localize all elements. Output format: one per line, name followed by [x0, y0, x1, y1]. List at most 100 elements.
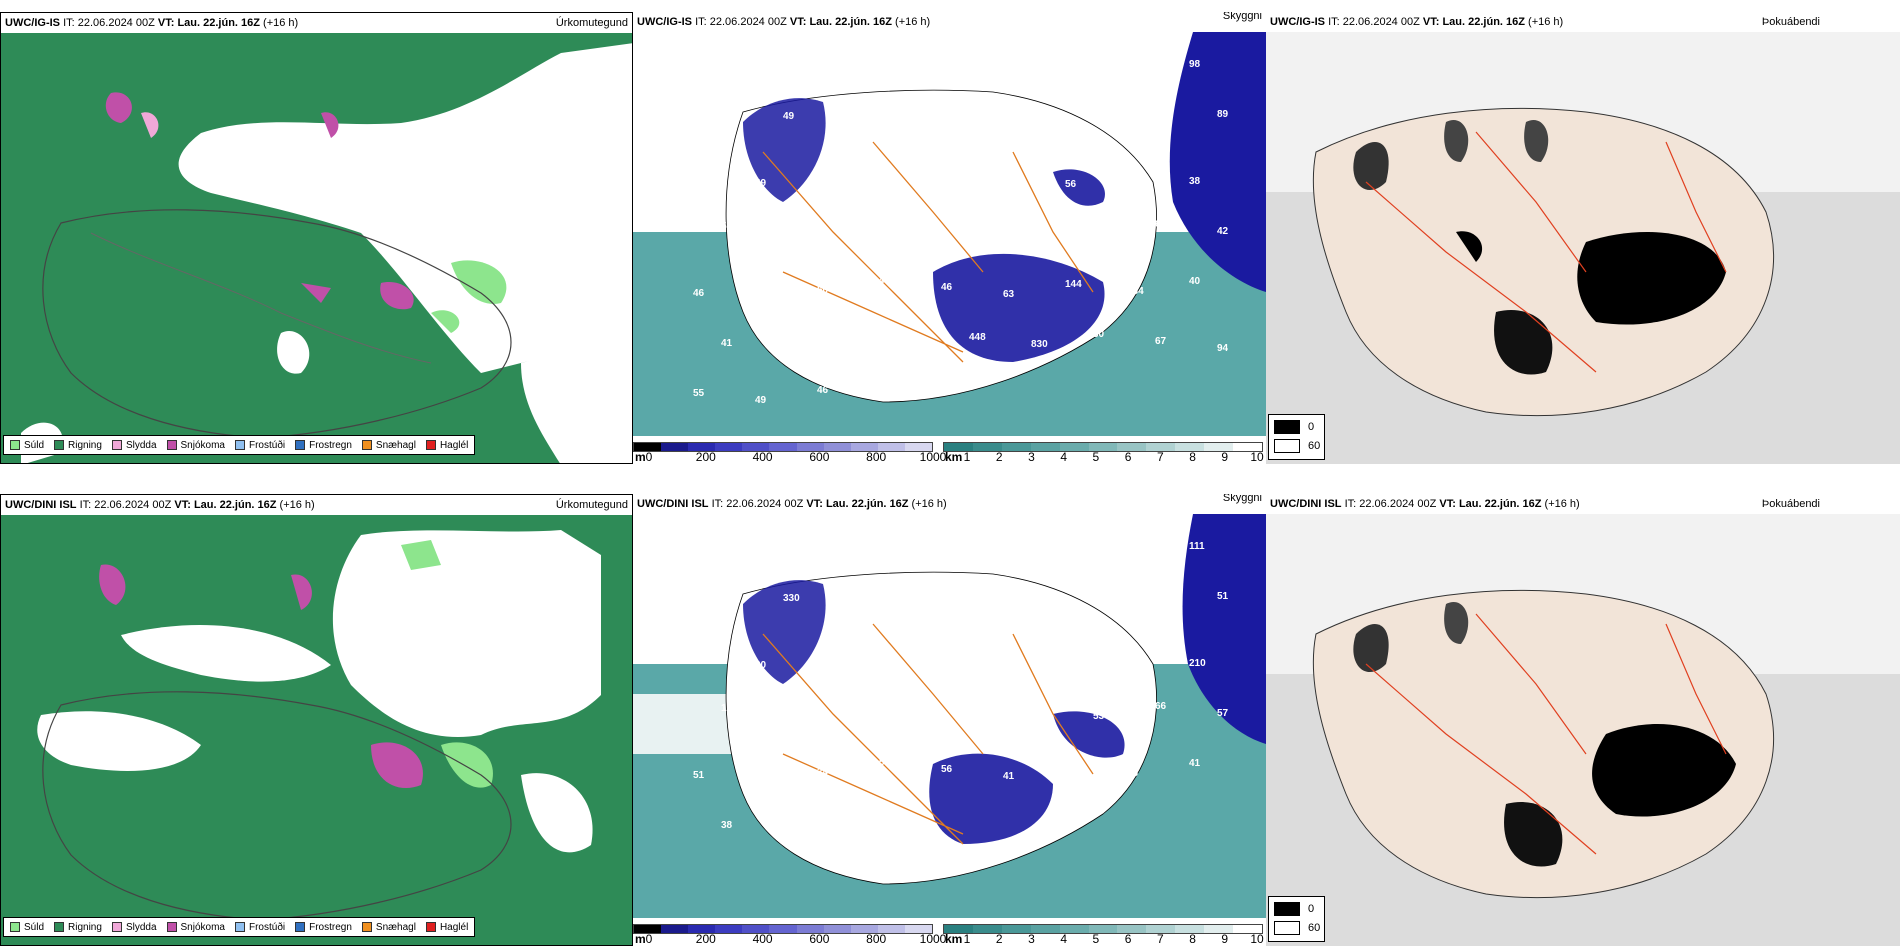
visibility-value-label: 49	[755, 178, 767, 189]
colorbar-tick-label: 1	[963, 450, 971, 464]
lead-time: (+16 h)	[895, 16, 931, 28]
visibility-value-label: 42	[969, 714, 981, 725]
colorbar-segment	[1088, 443, 1118, 451]
visibility-value-label: 41	[721, 338, 733, 349]
visibility-value-label: 202	[1031, 222, 1048, 233]
visibility-value-label: 58	[879, 175, 891, 186]
colorbar-segment	[823, 443, 851, 451]
visibility-value-label: 155	[721, 703, 738, 714]
colorbar-tick-label: 8	[1189, 932, 1196, 946]
precip-map	[1, 515, 632, 945]
visibility-value-label: 45	[783, 345, 795, 356]
visibility-value-label: 89	[721, 121, 733, 132]
visibility-value-label: 36	[755, 760, 767, 771]
legend-item: Rigning	[54, 440, 102, 451]
visibility-value-label: 136	[817, 550, 834, 561]
visibility-value-label: 52	[907, 707, 919, 718]
colorbar-segment	[1175, 443, 1205, 451]
colorbar-segment	[1204, 925, 1234, 933]
visibility-value-label: 56	[969, 115, 981, 126]
colorbar-tick-label: 4	[1060, 932, 1067, 946]
panel-header: UWC/IG-IS IT: 22.06.2024 00Z VT: Lau. 22…	[1266, 12, 1900, 32]
fog-index-panel-row2: UWC/DINI ISL IT: 22.06.2024 00Z VT: Lau.…	[1266, 494, 1900, 946]
visibility-value-label: 38	[1189, 176, 1201, 187]
lead-time: (+16 h)	[1528, 16, 1564, 28]
colorbar-segment	[1088, 925, 1118, 933]
visibility-labels: 82 91 100 99 79 101 70 83 98 89 49 263 87 56 72 55 51 89 6…	[693, 54, 1229, 406]
visibility-value-label: 60	[755, 660, 767, 671]
cloud-base-colorbar	[633, 442, 933, 452]
visibility-value-label: 448	[969, 332, 986, 343]
panel-type-label: Þokuábendi	[1761, 498, 1820, 510]
precip-type-panel-row1: UWC/IG-IS IT: 22.06.2024 00Z VT: Lau. 22…	[0, 12, 633, 464]
visibility-value-label: 48	[1031, 704, 1043, 715]
visibility-value-label: 53	[721, 221, 733, 232]
lead-time: (+16 h)	[279, 499, 315, 511]
fog-legend: 0 60	[1268, 896, 1325, 942]
init-time: 22.06.2024 00Z	[1342, 16, 1420, 28]
init-time: 22.06.2024 00Z	[94, 499, 172, 511]
colorbar-tick-label: 7	[1156, 450, 1164, 464]
visibility-value-label: 263	[845, 118, 862, 129]
colorbar-tick-label: 800	[866, 932, 887, 946]
valid-time: Lau. 22.jún. 16Z	[809, 16, 892, 28]
visibility-value-label: 40	[1189, 276, 1201, 287]
visibility-value-label: 58	[1003, 654, 1015, 665]
colorbar-tick-label: 6	[1124, 450, 1132, 464]
lead-time: (+16 h)	[263, 17, 299, 29]
colorbar-tick-label: 2	[995, 450, 1003, 464]
visibility-value-label: 50	[1093, 329, 1105, 340]
colorbar-segment	[850, 443, 878, 451]
legend-item: Frostregn	[295, 440, 352, 451]
colorbar-tick-label: 5	[1092, 450, 1100, 464]
colorbar-tick-label: 1000	[919, 450, 947, 464]
legend-item: Rigning	[54, 922, 102, 933]
init-time: 22.06.2024 00Z	[726, 498, 804, 510]
colorbar-tick-label: 6	[1124, 932, 1132, 946]
colorbar-segment	[877, 925, 905, 933]
fog-swatch	[1274, 420, 1300, 434]
visibility-value-label: 100	[783, 710, 800, 721]
visibility-value-label: 51	[1155, 119, 1167, 130]
visibility-value-label: 82	[693, 54, 705, 65]
colorbar-tick-label: 400	[752, 450, 773, 464]
visibility-value-label: 54	[969, 597, 981, 608]
colorbar-segment	[944, 925, 973, 933]
colorbar-segment	[688, 925, 716, 933]
visibility-value-label: 101	[845, 600, 862, 611]
legend-item: Snæhagl	[361, 922, 416, 933]
legend-swatch	[10, 440, 20, 450]
visibility-value-label: 67	[1155, 336, 1167, 347]
visibility-value-label: 49	[755, 395, 767, 406]
model-name: UWC/IG-IS	[637, 16, 692, 28]
colorbar-tick-label: 600	[809, 932, 830, 946]
visibility-value-label: 163	[941, 547, 958, 558]
colorbar-segment	[1146, 925, 1176, 933]
visibility-value-label: 210	[1189, 658, 1206, 669]
visibility-value-label: 125	[755, 543, 772, 554]
colorbar-segment	[972, 925, 1002, 933]
init-time: 22.06.2024 00Z	[77, 17, 155, 29]
precip-map	[1, 33, 632, 463]
fog-index-panel-row1: UWC/IG-IS IT: 22.06.2024 00Z VT: Lau. 22…	[1266, 12, 1900, 464]
precip-type-panel-row2: UWC/DINI ISL IT: 22.06.2024 00Z VT: Lau.…	[0, 494, 633, 946]
legend-swatch	[166, 440, 177, 450]
colorbar-tick-label: 400	[752, 932, 773, 946]
visibility-value-label: 41	[1189, 758, 1201, 769]
colorbar-segment	[769, 925, 797, 933]
legend-swatch	[54, 922, 65, 932]
colorbar-segment	[1175, 925, 1205, 933]
visibility-value-label: 133	[693, 536, 710, 547]
visibility-value-label: 68	[693, 171, 705, 182]
visibility-value-label: 193	[969, 232, 986, 243]
visibility-value-label: 100	[817, 68, 834, 79]
valid-time: Lau. 22.jún. 16Z	[193, 499, 277, 511]
legend-swatch	[361, 440, 372, 450]
cloud-legend: m 0 200 400 600 800 1000 km 1 2 3 4 5 6 7 8 9 10	[633, 440, 1266, 464]
legend-swatch	[234, 440, 245, 450]
visibility-value-label: 56	[1065, 179, 1077, 190]
legend-swatch	[111, 440, 122, 450]
model-name: UWC/IG-IS	[5, 17, 60, 29]
colorbar-segment	[904, 925, 933, 933]
visibility-value-label: 153	[879, 540, 896, 551]
